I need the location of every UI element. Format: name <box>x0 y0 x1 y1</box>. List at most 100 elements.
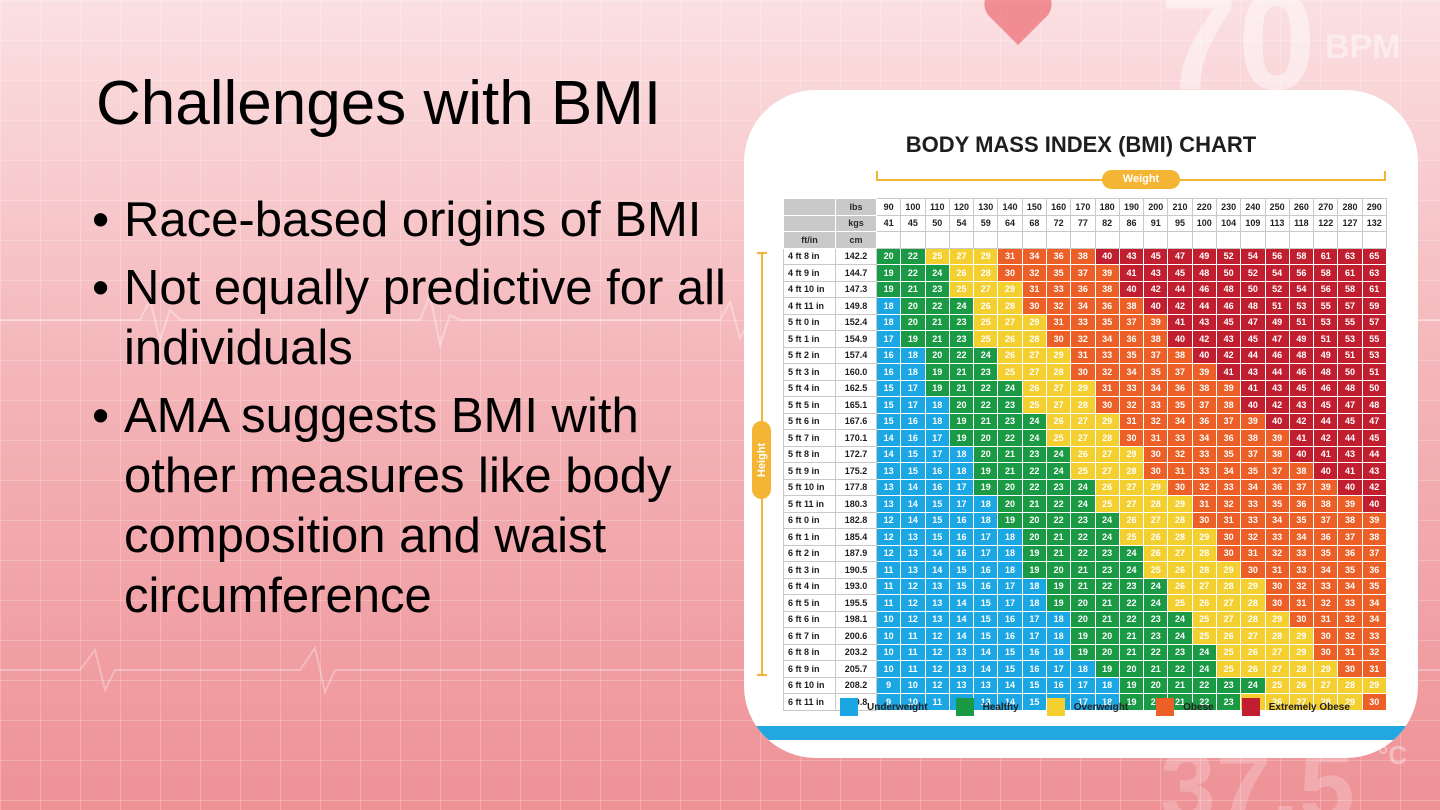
bullet-text: Race-based origins of BMI <box>124 193 702 247</box>
bmi-value-cell: 46 <box>1313 379 1339 397</box>
bmi-value-cell: 25 <box>924 247 950 265</box>
bmi-value-cell: 58 <box>1288 247 1315 265</box>
bmi-value-cell: 43 <box>1337 445 1363 463</box>
bmi-value-cell: 31 <box>1191 495 1217 513</box>
bmi-value-cell: 13 <box>875 478 902 496</box>
bmi-value-cell: 58 <box>1337 280 1363 298</box>
bmi-value-cell: 14 <box>997 693 1023 711</box>
bmi-value-cell: 53 <box>1313 313 1339 331</box>
bmi-value-cell: 36 <box>1264 478 1290 496</box>
bmi-value-cell: 33 <box>1045 280 1072 298</box>
bmi-value-cell: 29 <box>973 247 999 265</box>
bmi-value-cell: 25 <box>973 313 999 331</box>
bmi-value-cell: 23 <box>1215 693 1242 711</box>
height-ftin-label: 5 ft 8 in <box>783 445 836 463</box>
bmi-value-cell: 20 <box>1070 610 1096 628</box>
bmi-value-cell: 39 <box>1191 363 1217 381</box>
height-cm-label: 198.1 <box>835 610 877 628</box>
header-blank-cell <box>1191 231 1217 249</box>
bullet-text: Not equally predictive for all individua… <box>124 261 726 375</box>
bmi-value-cell: 19 <box>973 478 999 496</box>
bullet-item: • Race-based origins of BMI <box>92 190 732 250</box>
bmi-value-cell: 50 <box>1361 379 1388 397</box>
bmi-value-cell: 23 <box>924 280 950 298</box>
bmi-row: 5 ft 8 in 172.7 14 15 17 18 20 21 23 24 26 27 29 30 32… <box>783 445 1388 463</box>
bmi-value-cell: 18 <box>924 412 950 430</box>
bmi-value-cell: 34 <box>1191 429 1217 447</box>
bmi-value-cell: 28 <box>1191 544 1217 562</box>
bmi-value-cell: 17 <box>997 594 1023 612</box>
bmi-value-cell: 11 <box>900 660 926 678</box>
bmi-value-cell: 47 <box>1337 396 1363 414</box>
bmi-value-cell: 18 <box>924 396 950 414</box>
header-blank-cell <box>1118 231 1145 249</box>
bmi-value-cell: 21 <box>924 330 950 348</box>
bmi-value-cell: 14 <box>948 610 975 628</box>
bmi-row: 5 ft 3 in 160.0 16 18 19 21 23 25 27 28 30 32 34 35 37… <box>783 363 1388 381</box>
legend-swatch <box>1156 698 1175 716</box>
bmi-value-cell: 45 <box>1215 313 1242 331</box>
kgs-header-label: kgs <box>835 214 877 232</box>
height-ftin-label: 4 ft 10 in <box>783 280 836 298</box>
bmi-value-cell: 17 <box>973 528 999 546</box>
bmi-value-cell: 47 <box>1167 247 1193 265</box>
height-ftin-label: 6 ft 0 in <box>783 511 836 529</box>
bmi-value-cell: 49 <box>1288 330 1315 348</box>
bmi-value-cell: 37 <box>1191 396 1217 414</box>
bullet-glyph: • <box>92 193 110 247</box>
bmi-value-cell: 34 <box>1288 528 1315 546</box>
bmi-value-cell: 31 <box>1118 412 1145 430</box>
bmi-value-cell: 22 <box>1045 511 1072 529</box>
height-ftin-label: 5 ft 7 in <box>783 429 836 447</box>
bmi-value-cell: 59 <box>1361 297 1388 315</box>
lbs-tick-label: 160 <box>1045 198 1072 216</box>
bmi-value-cell: 31 <box>1215 511 1242 529</box>
bmi-value-cell: 25 <box>1191 610 1217 628</box>
bmi-value-cell: 22 <box>900 264 926 282</box>
bmi-value-cell: 26 <box>1118 511 1145 529</box>
bmi-value-cell: 29 <box>1361 676 1388 694</box>
bmi-value-cell: 30 <box>1313 627 1339 645</box>
bmi-value-cell: 25 <box>1191 627 1217 645</box>
bmi-value-cell: 13 <box>948 643 975 661</box>
bmi-value-cell: 12 <box>924 676 950 694</box>
bmi-value-cell: 21 <box>1070 561 1096 579</box>
bmi-row: 6 ft 6 in 198.1 10 12 13 14 15 16 17 18 20 21 22 23 24… <box>783 610 1388 628</box>
bmi-value-cell: 16 <box>997 627 1023 645</box>
bmi-value-cell: 37 <box>1337 528 1363 546</box>
bmi-value-cell: 12 <box>900 610 926 628</box>
bmi-value-cell: 34 <box>1240 478 1266 496</box>
bmi-value-cell: 29 <box>1094 412 1120 430</box>
bmi-value-cell: 21 <box>948 363 975 381</box>
bmi-value-cell: 23 <box>1167 643 1193 661</box>
bmi-value-cell: 24 <box>924 264 950 282</box>
bmi-value-cell: 40 <box>1288 445 1315 463</box>
bmi-value-cell: 19 <box>948 412 975 430</box>
bmi-value-cell: 24 <box>1240 676 1266 694</box>
bmi-value-cell: 57 <box>1337 297 1363 315</box>
bmi-value-cell: 26 <box>1167 577 1193 595</box>
bmi-value-cell: 34 <box>1264 511 1290 529</box>
bmi-value-cell: 17 <box>1021 627 1047 645</box>
lbs-tick-label: 110 <box>924 198 950 216</box>
bmi-value-cell: 19 <box>875 280 902 298</box>
bmi-value-cell: 25 <box>1021 396 1047 414</box>
bmi-value-cell: 42 <box>1288 412 1315 430</box>
bmi-value-cell: 20 <box>875 247 902 265</box>
height-ftin-label: 4 ft 11 in <box>783 297 836 315</box>
bmi-value-cell: 21 <box>900 280 926 298</box>
bmi-value-cell: 33 <box>1118 379 1145 397</box>
bmi-value-cell: 15 <box>875 379 902 397</box>
bmi-value-cell: 22 <box>1070 528 1096 546</box>
bmi-value-cell: 13 <box>924 610 950 628</box>
bmi-value-cell: 25 <box>1215 660 1242 678</box>
lbs-tick-label: 150 <box>1021 198 1047 216</box>
bmi-value-cell: 28 <box>1240 594 1266 612</box>
height-ftin-label: 6 ft 7 in <box>783 627 836 645</box>
kgs-tick-label: 118 <box>1288 214 1315 232</box>
bmi-value-cell: 27 <box>1070 429 1096 447</box>
bmi-value-cell: 16 <box>948 528 975 546</box>
bmi-value-cell: 55 <box>1361 330 1388 348</box>
bmi-value-cell: 20 <box>1021 511 1047 529</box>
bmi-value-cell: 16 <box>900 412 926 430</box>
